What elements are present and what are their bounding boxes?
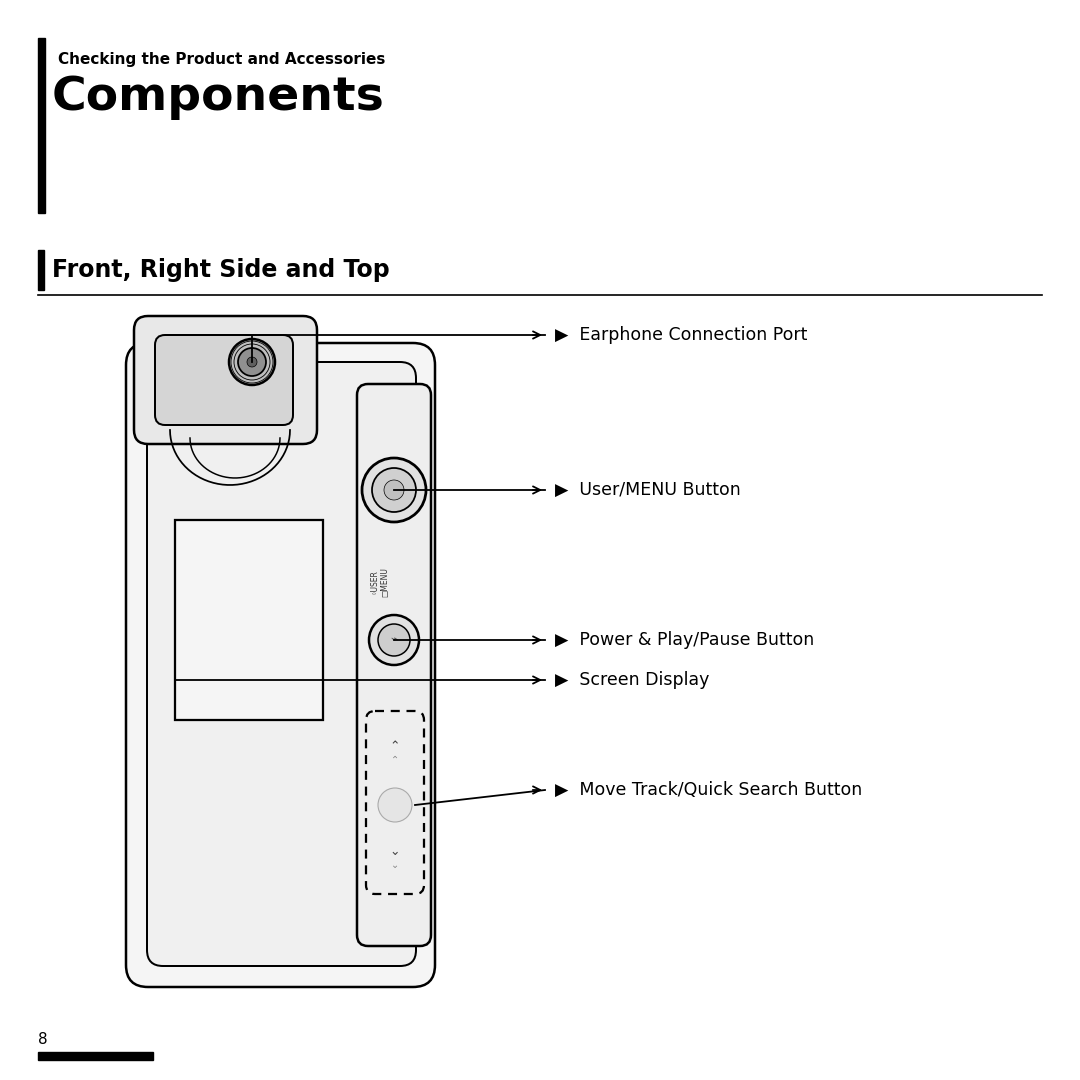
Circle shape (369, 615, 419, 665)
Text: 8: 8 (38, 1032, 48, 1048)
FancyBboxPatch shape (357, 384, 431, 946)
Text: Components: Components (52, 75, 384, 120)
Circle shape (372, 468, 416, 512)
Text: ▶  Power & Play/Pause Button: ▶ Power & Play/Pause Button (555, 631, 814, 649)
Bar (38, 1052, 153, 1059)
Circle shape (378, 788, 411, 822)
Circle shape (384, 480, 404, 500)
FancyBboxPatch shape (134, 316, 318, 444)
Circle shape (229, 339, 275, 384)
Text: Front, Right Side and Top: Front, Right Side and Top (52, 258, 390, 282)
Text: ▶  Move Track/Quick Search Button: ▶ Move Track/Quick Search Button (555, 781, 862, 799)
Bar (38, 249, 44, 291)
Circle shape (362, 458, 426, 522)
FancyBboxPatch shape (366, 711, 424, 894)
Bar (38, 38, 45, 213)
Text: ⌃: ⌃ (391, 755, 400, 765)
FancyBboxPatch shape (156, 335, 293, 426)
Bar (175, 519, 323, 720)
Circle shape (378, 624, 410, 656)
Text: ⌄: ⌄ (391, 860, 400, 870)
FancyBboxPatch shape (147, 362, 416, 966)
Circle shape (247, 357, 257, 367)
Text: ▶  Earphone Connection Port: ▶ Earphone Connection Port (555, 326, 808, 345)
Circle shape (238, 348, 266, 376)
Text: ⌄: ⌄ (390, 845, 401, 858)
FancyBboxPatch shape (126, 343, 435, 987)
Text: Checking the Product and Accessories: Checking the Product and Accessories (58, 52, 386, 67)
Text: ▶  User/MENU Button: ▶ User/MENU Button (555, 481, 741, 499)
Text: ⌁: ⌁ (390, 634, 397, 647)
Text: ▶  Screen Display: ▶ Screen Display (555, 671, 710, 689)
Text: ◦USER
□MENU: ◦USER □MENU (370, 567, 390, 597)
Text: ⌃: ⌃ (390, 740, 401, 753)
